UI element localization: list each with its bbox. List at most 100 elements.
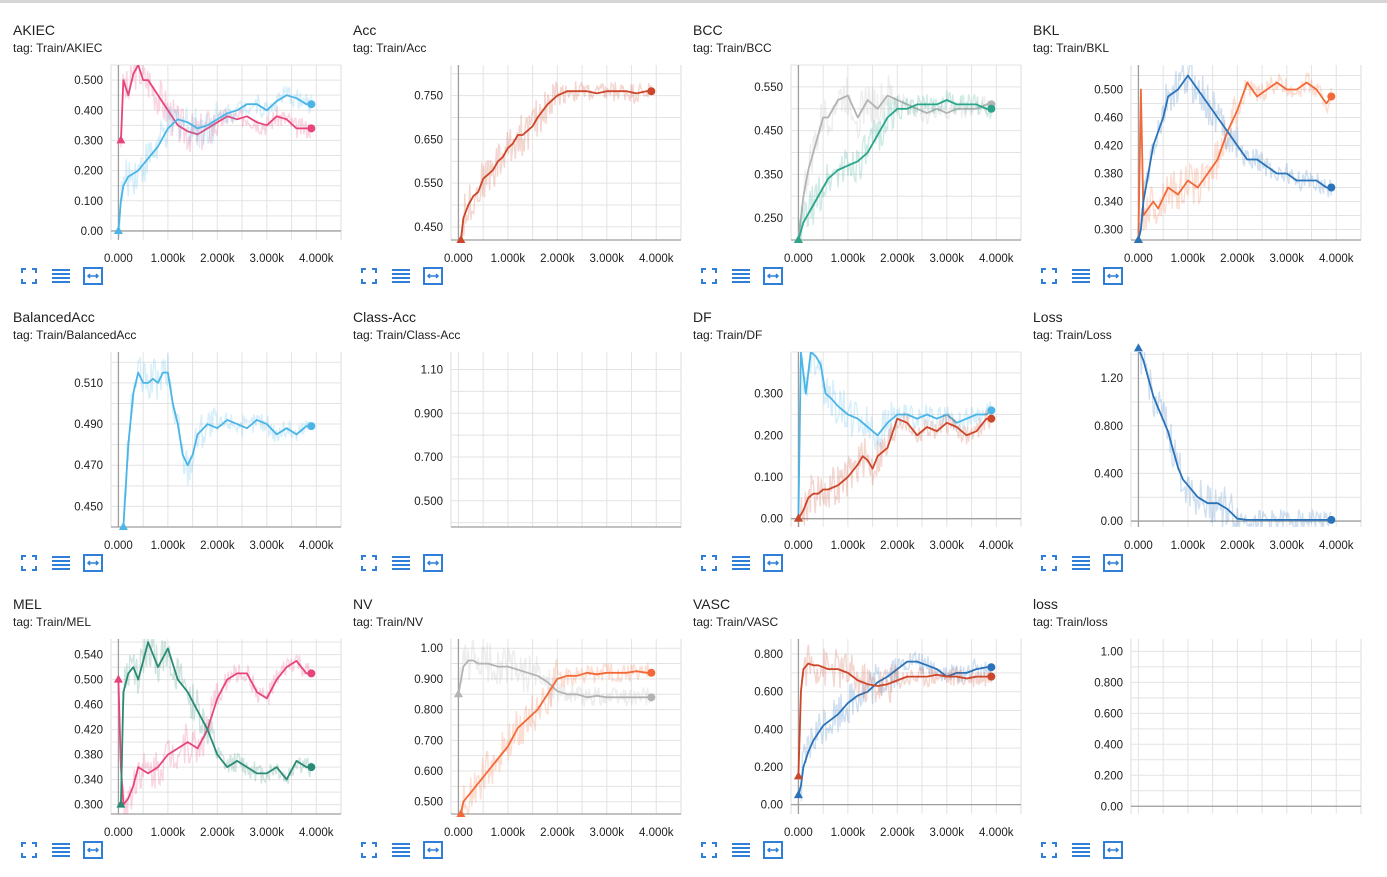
y-tick-label: 0.470 bbox=[74, 460, 103, 472]
expand-icon[interactable] bbox=[358, 265, 380, 287]
y-tick-label: 0.00 bbox=[1101, 801, 1123, 813]
raw-series-line-0 bbox=[1137, 71, 1332, 240]
chart-card-VASC: VASC tag: Train/VASC 0.00 0.200 0.400 0.600… bbox=[680, 574, 1022, 861]
series-start-point-0 bbox=[453, 689, 463, 698]
chart-toolbar bbox=[1038, 839, 1123, 861]
x-tick-label: 4.000k bbox=[639, 827, 674, 839]
chart-toolbar bbox=[18, 265, 103, 287]
list-icon[interactable] bbox=[1070, 265, 1092, 287]
list-icon[interactable] bbox=[730, 265, 752, 287]
x-tick-label: 1.000k bbox=[831, 540, 866, 552]
expand-icon[interactable] bbox=[358, 552, 380, 574]
fit-domain-icon[interactable] bbox=[1102, 839, 1124, 861]
x-tick-label: 2.000k bbox=[880, 540, 915, 552]
y-tick-label: 0.500 bbox=[74, 75, 103, 87]
expand-icon[interactable] bbox=[698, 265, 720, 287]
chart-toolbar bbox=[18, 839, 103, 861]
expand-icon[interactable] bbox=[698, 552, 720, 574]
series-start-point-1 bbox=[793, 513, 803, 522]
y-tick-label: 0.550 bbox=[414, 178, 443, 190]
line-chart[interactable]: 0.450 0.470 0.490 0.510 0.000 1.000k 2.000k 3.0… bbox=[0, 342, 342, 562]
fit-domain-icon[interactable] bbox=[82, 839, 104, 861]
raw-series-line-0 bbox=[797, 650, 992, 802]
chart-card-BalancedAcc: BalancedAcc tag: Train/BalancedAcc 0.450… bbox=[0, 287, 342, 574]
fit-domain-icon[interactable] bbox=[422, 265, 444, 287]
x-tick-label: 4.000k bbox=[1319, 540, 1354, 552]
chart-tag: tag: Train/Class-Acc bbox=[353, 328, 461, 342]
expand-icon[interactable] bbox=[18, 839, 40, 861]
chart-card-DF: DF tag: Train/DF 0.00 0.100 0.200 0.300 0.00… bbox=[680, 287, 1022, 574]
chart-tag: tag: Train/VASC bbox=[693, 615, 779, 629]
x-tick-label: 4.000k bbox=[639, 253, 674, 265]
x-tick-label: 3.000k bbox=[930, 827, 965, 839]
chart-title: DF bbox=[693, 309, 712, 325]
list-icon[interactable] bbox=[50, 839, 72, 861]
x-tick-label: 0.000 bbox=[784, 253, 813, 265]
chart-toolbar bbox=[698, 552, 783, 574]
line-chart[interactable]: 0.500 0.700 0.900 1.10 bbox=[340, 342, 682, 562]
list-icon[interactable] bbox=[50, 552, 72, 574]
line-chart[interactable]: 0.00 0.100 0.200 0.300 0.000 1.000k 2.000k 3.00… bbox=[680, 342, 1022, 562]
line-chart[interactable]: 0.00 0.100 0.200 0.300 0.400 0.500 0.000 1.000k… bbox=[0, 55, 342, 275]
chart-title: NV bbox=[353, 596, 373, 612]
y-tick-label: 0.00 bbox=[81, 226, 103, 238]
y-tick-label: 0.800 bbox=[754, 649, 783, 661]
x-tick-label: 3.000k bbox=[250, 253, 285, 265]
expand-icon[interactable] bbox=[698, 839, 720, 861]
chart-title: Acc bbox=[353, 22, 377, 38]
list-icon[interactable] bbox=[50, 265, 72, 287]
chart-toolbar bbox=[358, 552, 443, 574]
fit-domain-icon[interactable] bbox=[762, 265, 784, 287]
series-end-point-0 bbox=[307, 669, 316, 678]
list-icon[interactable] bbox=[730, 552, 752, 574]
series-end-point-0 bbox=[647, 87, 656, 96]
expand-icon[interactable] bbox=[358, 839, 380, 861]
line-chart[interactable]: 0.00 0.200 0.400 0.600 0.800 0.000 1.000k 2.000… bbox=[680, 629, 1022, 849]
series-end-point-0 bbox=[307, 422, 316, 431]
expand-icon[interactable] bbox=[1038, 839, 1060, 861]
expand-icon[interactable] bbox=[1038, 265, 1060, 287]
y-tick-label: 1.20 bbox=[1101, 373, 1123, 385]
fit-domain-icon[interactable] bbox=[422, 552, 444, 574]
raw-series-line-0 bbox=[460, 81, 652, 240]
list-icon[interactable] bbox=[1070, 839, 1092, 861]
list-icon[interactable] bbox=[730, 839, 752, 861]
y-tick-label: 0.400 bbox=[1094, 468, 1123, 480]
list-icon[interactable] bbox=[390, 265, 412, 287]
fit-domain-icon[interactable] bbox=[1102, 265, 1124, 287]
line-chart[interactable]: 0.300 0.340 0.380 0.420 0.460 0.500 0.540 0.000… bbox=[0, 629, 342, 849]
line-chart[interactable]: 0.450 0.550 0.650 0.750 0.000 1.000k 2.000k 3.0… bbox=[340, 55, 682, 275]
line-chart[interactable]: 0.500 0.600 0.700 0.800 0.900 1.00 0.000 1.000k… bbox=[340, 629, 682, 849]
fit-domain-icon[interactable] bbox=[762, 839, 784, 861]
line-chart[interactable]: 0.250 0.350 0.450 0.550 0.000 1.000k 2.000k 3.0… bbox=[680, 55, 1022, 275]
series-start-point-0 bbox=[793, 790, 803, 799]
list-icon[interactable] bbox=[1070, 552, 1092, 574]
list-icon[interactable] bbox=[390, 552, 412, 574]
series-start-point-0 bbox=[113, 674, 123, 683]
y-tick-label: 0.600 bbox=[1094, 708, 1123, 720]
expand-icon[interactable] bbox=[18, 552, 40, 574]
y-tick-label: 0.450 bbox=[754, 126, 783, 138]
chart-card-BCC: BCC tag: Train/BCC 0.250 0.350 0.450 0.550 0… bbox=[680, 0, 1022, 287]
y-tick-label: 0.650 bbox=[414, 134, 443, 146]
series-end-point-0 bbox=[1327, 515, 1336, 524]
x-tick-label: 2.000k bbox=[1220, 540, 1255, 552]
x-tick-label: 1.000k bbox=[1171, 253, 1206, 265]
fit-domain-icon[interactable] bbox=[762, 552, 784, 574]
y-tick-label: 0.510 bbox=[74, 378, 103, 390]
x-tick-label: 4.000k bbox=[299, 540, 334, 552]
list-icon[interactable] bbox=[390, 839, 412, 861]
line-chart[interactable]: 0.00 0.400 0.800 1.20 0.000 1.000k 2.000k 3.000… bbox=[1020, 342, 1362, 562]
line-chart[interactable]: 0.300 0.340 0.380 0.420 0.460 0.500 0.000 1.000… bbox=[1020, 55, 1362, 275]
expand-icon[interactable] bbox=[18, 265, 40, 287]
line-chart[interactable]: 0.00 0.200 0.400 0.600 0.800 1.00 bbox=[1020, 629, 1362, 849]
fit-domain-icon[interactable] bbox=[422, 839, 444, 861]
x-tick-label: 0.000 bbox=[1124, 540, 1153, 552]
fit-domain-icon[interactable] bbox=[82, 265, 104, 287]
fit-domain-icon[interactable] bbox=[1102, 552, 1124, 574]
y-tick-label: 0.500 bbox=[74, 675, 103, 687]
series-end-point-0 bbox=[987, 663, 996, 672]
chart-card-AKIEC: AKIEC tag: Train/AKIEC 0.00 0.100 0.200 0.3… bbox=[0, 0, 342, 287]
fit-domain-icon[interactable] bbox=[82, 552, 104, 574]
expand-icon[interactable] bbox=[1038, 552, 1060, 574]
